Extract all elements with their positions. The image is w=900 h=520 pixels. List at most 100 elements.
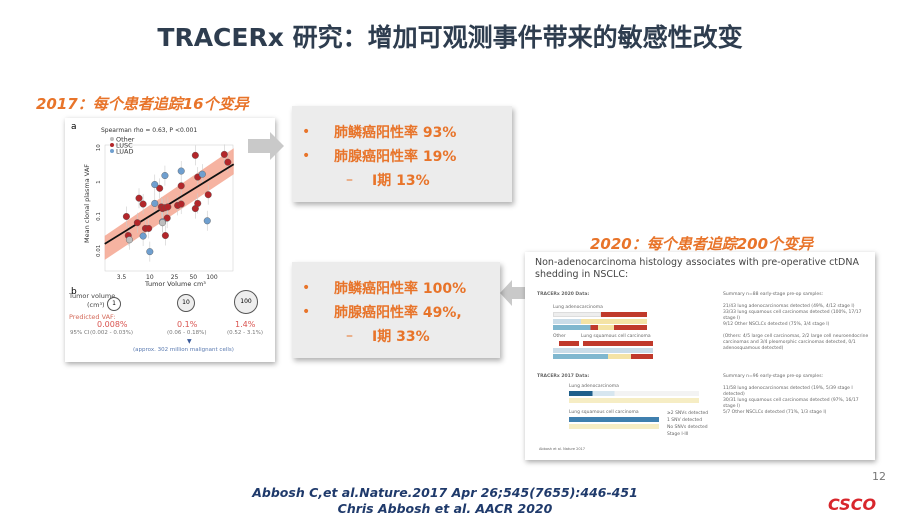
lusc-2017-stage-bar bbox=[569, 424, 659, 429]
tumor-volume-label: Tumor volume bbox=[69, 292, 116, 300]
bullet-text: 肺腺癌阳性率 49%, bbox=[334, 305, 462, 321]
data-point-luad bbox=[139, 232, 147, 240]
summary-heading: Summary n=96 early-stage pre-op samples: bbox=[723, 374, 824, 379]
volume-circle-1: 1 bbox=[107, 297, 121, 311]
ci-10: (0.06 - 0.18%) bbox=[167, 330, 207, 336]
luad-2017-stage-bar bbox=[569, 398, 699, 403]
summary-line: 5/7 Other NSCLCs detected (71%, 1/3 stag… bbox=[723, 410, 827, 415]
data-point-other bbox=[159, 219, 167, 227]
bullet-glyph: • bbox=[302, 280, 311, 296]
data-point-lusc bbox=[177, 200, 185, 208]
legend-marker-luad bbox=[110, 149, 114, 153]
luad-label-2020: Lung adenocarcinoma bbox=[553, 305, 603, 310]
heading-2020: 2020：每个患者追踪200个变异 bbox=[590, 235, 814, 253]
data-point-lusc bbox=[177, 182, 185, 190]
lusc-detected-bar bbox=[583, 341, 653, 346]
legend-label-luad: LUAD bbox=[116, 148, 134, 156]
data-point-lusc bbox=[224, 158, 232, 166]
data-2020-label: TRACERx 2020 Data: bbox=[537, 292, 590, 297]
legend-item: 1 SNV detected bbox=[667, 418, 703, 423]
data-point-lusc bbox=[163, 214, 171, 222]
y-tick-label: 1 bbox=[96, 180, 102, 184]
predicted-1: 0.008% bbox=[97, 320, 128, 329]
bullet-glyph: • bbox=[302, 148, 311, 164]
figure-headline: Non-adenocarcinoma histology associates … bbox=[535, 257, 859, 280]
unit-label: (cm³) bbox=[87, 301, 105, 309]
other-detected-bar bbox=[559, 341, 579, 346]
luad-detection-bar bbox=[553, 312, 601, 317]
result-box-2020: • 肺鳞癌阳性率 100% • 肺腺癌阳性率 49%, – I期 33% bbox=[292, 262, 500, 358]
figure-2017: a Spearman rho = 0.63, P <0.001 Mean clo… bbox=[65, 118, 275, 362]
bullet-text: 肺腺癌阳性率 19% bbox=[334, 149, 457, 165]
page-number: 12 bbox=[872, 470, 886, 483]
legend-label-lusc: LUSC bbox=[116, 142, 133, 150]
source-note: Abbosh et al. Nature 2017 bbox=[539, 447, 586, 451]
y-tick-label: 0.1 bbox=[96, 212, 102, 221]
stat-label: Spearman rho = 0.63, P <0.001 bbox=[101, 127, 197, 134]
data-point-lusc bbox=[191, 151, 199, 159]
data-point-lusc bbox=[139, 200, 147, 208]
lusc-label-2017: Lung squamous cell carcinoma bbox=[569, 410, 639, 415]
summary-2020: Summary n=88 early-stage pre-op samples:… bbox=[723, 292, 871, 352]
y-tick-label: 10 bbox=[96, 144, 102, 151]
summary-line: 9/12 Other NSCLCs detected (75%, 3/4 sta… bbox=[723, 322, 830, 327]
lusc-label-2020: Lung squamous cell carcinoma bbox=[581, 334, 651, 339]
bullet-lusc-2020: • 肺鳞癌阳性率 100% bbox=[300, 276, 500, 300]
cells-note: (approx. 302 million malignant cells) bbox=[133, 347, 234, 353]
x-tick-label: 100 bbox=[206, 274, 218, 281]
dash-glyph: – bbox=[346, 172, 353, 188]
x-tick-label: 10 bbox=[146, 274, 154, 281]
data-point-lusc bbox=[135, 194, 143, 202]
lusc-purity-bar bbox=[553, 348, 653, 353]
data-2017-label: TRACERx 2017 Data: bbox=[537, 374, 590, 379]
summary-heading: Summary n=88 early-stage pre-op samples: bbox=[723, 292, 824, 297]
data-point-lusc bbox=[204, 191, 212, 199]
arrow-left-icon bbox=[500, 280, 526, 306]
luad-stage-bar bbox=[553, 325, 647, 330]
legend-2017: ≥2 SNVs detected 1 SNV detected No SNVs de… bbox=[667, 410, 708, 438]
panel-b-label: b bbox=[71, 287, 77, 297]
data-point-luad bbox=[198, 170, 206, 178]
figure-2020: Non-adenocarcinoma histology associates … bbox=[525, 252, 875, 460]
bullet-text: 肺鳞癌阳性率 100% bbox=[334, 281, 467, 297]
data-point-luad bbox=[151, 181, 159, 189]
bullet-luad-2017: • 肺腺癌阳性率 19% bbox=[300, 144, 512, 168]
data-point-lusc bbox=[122, 212, 130, 220]
data-point-lusc bbox=[161, 232, 169, 240]
bullet-stage1-2020: – I期 33% bbox=[300, 324, 500, 348]
plot-frame bbox=[104, 144, 234, 272]
sub-bullet-text: I期 33% bbox=[372, 329, 430, 345]
csco-logo: CSCO bbox=[828, 495, 877, 514]
summary-line: 30/31 lung squamous cell carcinomas dete… bbox=[723, 398, 859, 409]
other-label-2020: Other bbox=[553, 334, 566, 339]
x-tick-label: 3.5 bbox=[117, 274, 127, 281]
legend-label-other: Other bbox=[116, 136, 135, 144]
luad-label-2017: Lung adenocarcinoma bbox=[569, 384, 619, 389]
citation-2: Chris Abbosh et al. AACR 2020 bbox=[337, 501, 553, 516]
summary-line: 11/58 lung adenocarcinomas detected (19%… bbox=[723, 386, 853, 397]
sub-bullet-text: I期 13% bbox=[372, 173, 430, 189]
lusc-stage-bar bbox=[553, 354, 653, 359]
summary-line: 21/43 lung adenocarcinomas detected (49%… bbox=[723, 304, 855, 309]
arrow-down-icon: ▼ bbox=[187, 338, 192, 345]
ci-label: 95% CI bbox=[70, 330, 90, 336]
bullet-glyph: • bbox=[302, 124, 311, 140]
data-point-lusc bbox=[194, 199, 202, 207]
legend-marker-lusc bbox=[110, 143, 114, 147]
data-point-luad bbox=[161, 172, 169, 180]
data-point-luad bbox=[146, 248, 154, 256]
citation-1: Abbosh C,et al.Nature.2017 Apr 26;545(76… bbox=[252, 485, 638, 500]
data-point-luad bbox=[203, 217, 211, 225]
y-axis-label: Mean clonal plasma VAF bbox=[83, 164, 91, 243]
ci-1: (0.002 - 0.03%) bbox=[90, 330, 133, 336]
bullet-stage1-2017: – I期 13% bbox=[300, 168, 512, 192]
bullet-luad-2020: • 肺腺癌阳性率 49%, bbox=[300, 300, 500, 324]
predicted-100: 1.4% bbox=[235, 320, 256, 329]
scatter-plot: a Spearman rho = 0.63, P <0.001 Mean clo… bbox=[71, 122, 235, 297]
dash-glyph: – bbox=[346, 328, 353, 344]
data-point-lusc bbox=[156, 184, 164, 192]
luad-2017-detection-bar bbox=[569, 391, 699, 396]
slide-title: TRACERx 研究：增加可观测事件带来的敏感性改变 bbox=[157, 23, 743, 52]
bullet-lusc-2017: • 肺鳞癌阳性率 93% bbox=[300, 120, 512, 144]
volume-circle-100: 100 bbox=[234, 290, 258, 314]
